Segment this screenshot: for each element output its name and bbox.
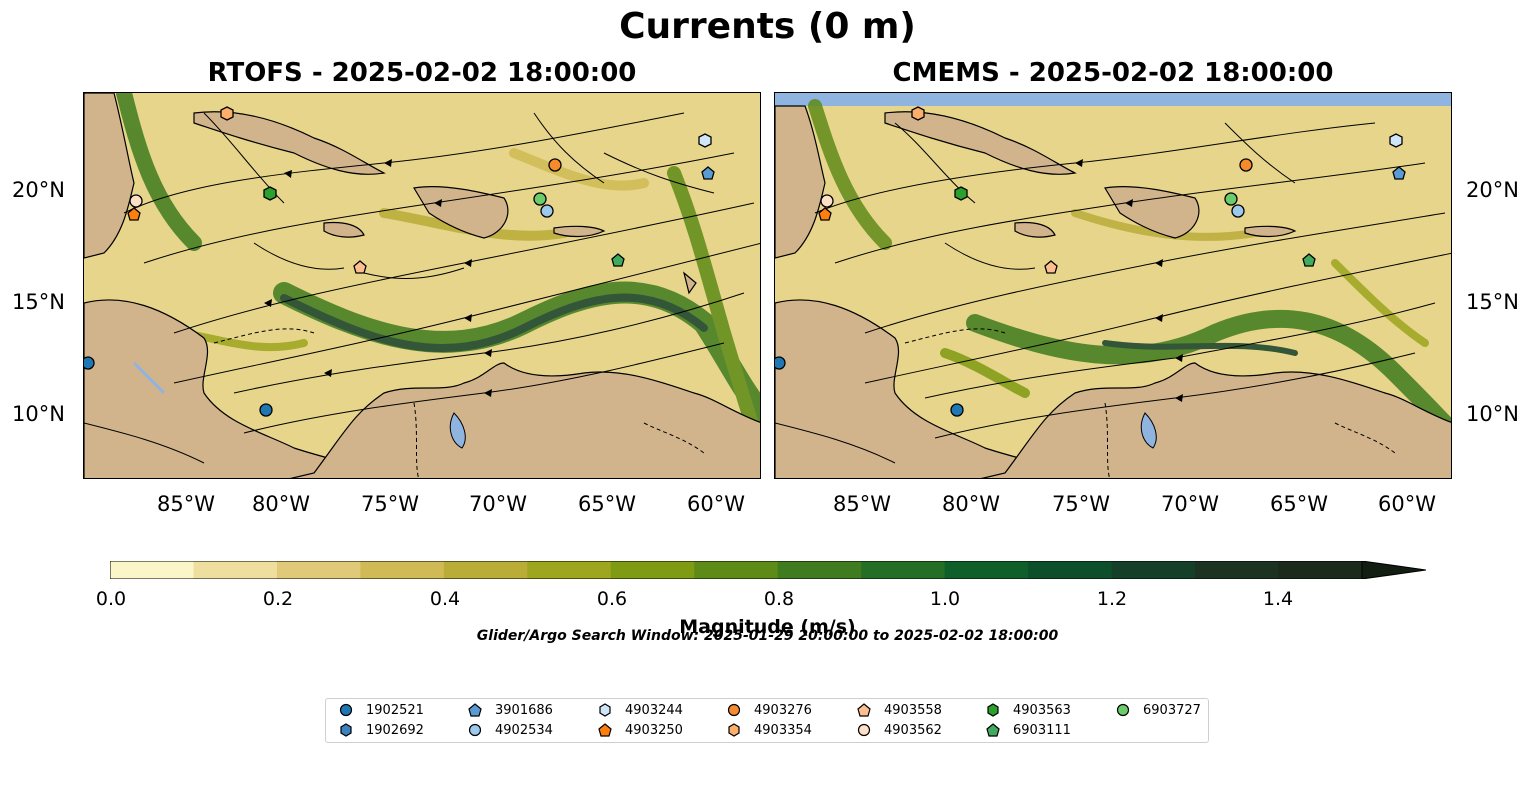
lon-label: 70°W <box>469 492 527 516</box>
legend-marker-icon <box>339 703 353 717</box>
colorbar-tick: 0.8 <box>763 588 795 610</box>
legend-item: 4903354 <box>726 722 812 738</box>
colorbar-swatch <box>443 561 528 579</box>
colorbar-tick: 1.4 <box>1262 588 1294 610</box>
colorbar-tick: 1.0 <box>929 588 961 610</box>
legend-label: 4902534 <box>495 722 553 738</box>
legend-item: 4903563 <box>985 702 1071 718</box>
legend-item: 1902692 <box>338 722 424 738</box>
colorbar-tick: 0.6 <box>596 588 628 610</box>
figure-title: Currents (0 m) <box>619 6 916 47</box>
colorbar-swatch <box>1111 561 1196 579</box>
lat-label: 20°N <box>1466 178 1519 202</box>
lon-label: 60°W <box>1378 492 1436 516</box>
legend-item: 4903250 <box>597 722 683 738</box>
legend-marker-icon <box>857 703 871 717</box>
panel-title-cmems: CMEMS - 2025-02-02 18:00:00 <box>892 58 1334 88</box>
lon-label: 85°W <box>833 492 891 516</box>
legend-item: 4903562 <box>856 722 942 738</box>
legend-item: 6903111 <box>985 722 1071 738</box>
legend-label: 4903563 <box>1013 702 1071 718</box>
colorbar-swatch <box>527 561 612 579</box>
colorbar-swatch <box>276 561 361 579</box>
legend-label: 4903276 <box>754 702 812 718</box>
legend-item: 4903244 <box>597 702 683 718</box>
colorbar-swatch <box>777 561 862 579</box>
legend-label: 4903250 <box>625 722 683 738</box>
legend-marker-icon <box>727 703 741 717</box>
legend-label: 4903562 <box>884 722 942 738</box>
legend-label: 6903111 <box>1013 722 1071 738</box>
lon-label: 85°W <box>157 492 215 516</box>
legend-marker-icon <box>599 703 611 717</box>
lon-label: 75°W <box>1052 492 1110 516</box>
legend-marker-icon <box>340 723 352 737</box>
colorbar <box>110 561 1426 579</box>
colorbar-swatch <box>1195 561 1280 579</box>
colorbar-extend-arrow <box>1361 561 1426 579</box>
colorbar-swatch <box>694 561 779 579</box>
lat-label: 20°N <box>12 178 65 202</box>
lat-label: 10°N <box>12 402 65 426</box>
legend-marker-icon <box>987 703 999 717</box>
legend-label: 1902521 <box>366 702 424 718</box>
lat-label: 10°N <box>1466 402 1519 426</box>
legend-label: 4903558 <box>884 702 942 718</box>
map-cmems[interactable] <box>774 92 1452 479</box>
legend-item: 4903558 <box>856 702 942 718</box>
legend-item: 1902521 <box>338 702 424 718</box>
legend-marker-icon <box>468 703 482 717</box>
map-rtofs[interactable] <box>83 92 761 479</box>
legend-item: 3901686 <box>467 702 553 718</box>
lon-label: 80°W <box>252 492 310 516</box>
legend: 1902521 1902692 3901686 4902534 4903244 49032… <box>325 698 1209 743</box>
lon-label: 65°W <box>1270 492 1328 516</box>
colorbar-swatch <box>110 561 194 579</box>
legend-label: 4903354 <box>754 722 812 738</box>
legend-marker-icon <box>598 723 612 737</box>
colorbar-label: Magnitude (m/s) <box>679 616 856 638</box>
lat-label: 15°N <box>12 290 65 314</box>
map-rtofs-canvas <box>84 93 760 478</box>
search-window-text: Glider/Argo Search Window: 2025-01-29 20… <box>476 628 1059 644</box>
legend-item: 6903727 <box>1115 702 1201 718</box>
lon-label: 65°W <box>578 492 636 516</box>
lon-label: 75°W <box>361 492 419 516</box>
legend-marker-icon <box>857 723 871 737</box>
colorbar-tick: 0.2 <box>262 588 294 610</box>
legend-marker-icon <box>728 723 740 737</box>
map-cmems-canvas <box>775 93 1451 478</box>
lon-label: 70°W <box>1161 492 1219 516</box>
colorbar-tick: 0.0 <box>95 588 127 610</box>
panel-title-rtofs: RTOFS - 2025-02-02 18:00:00 <box>207 58 637 88</box>
lat-label: 15°N <box>1466 290 1519 314</box>
legend-label: 3901686 <box>495 702 553 718</box>
colorbar-swatch <box>861 561 946 579</box>
legend-marker-icon <box>468 723 482 737</box>
legend-label: 4903244 <box>625 702 683 718</box>
colorbar-swatch <box>360 561 445 579</box>
colorbar-swatch <box>1278 561 1363 579</box>
legend-label: 6903727 <box>1143 702 1201 718</box>
colorbar-swatch <box>193 561 278 579</box>
colorbar-swatch <box>610 561 695 579</box>
legend-item: 4903276 <box>726 702 812 718</box>
lon-label: 60°W <box>687 492 745 516</box>
colorbar-tick: 0.4 <box>429 588 461 610</box>
colorbar-swatch <box>944 561 1029 579</box>
legend-label: 1902692 <box>366 722 424 738</box>
lon-label: 80°W <box>942 492 1000 516</box>
colorbar-tick: 1.2 <box>1096 588 1128 610</box>
legend-marker-icon <box>986 723 1000 737</box>
colorbar-swatch <box>1028 561 1113 579</box>
legend-marker-icon <box>1116 703 1130 717</box>
legend-item: 4902534 <box>467 722 553 738</box>
